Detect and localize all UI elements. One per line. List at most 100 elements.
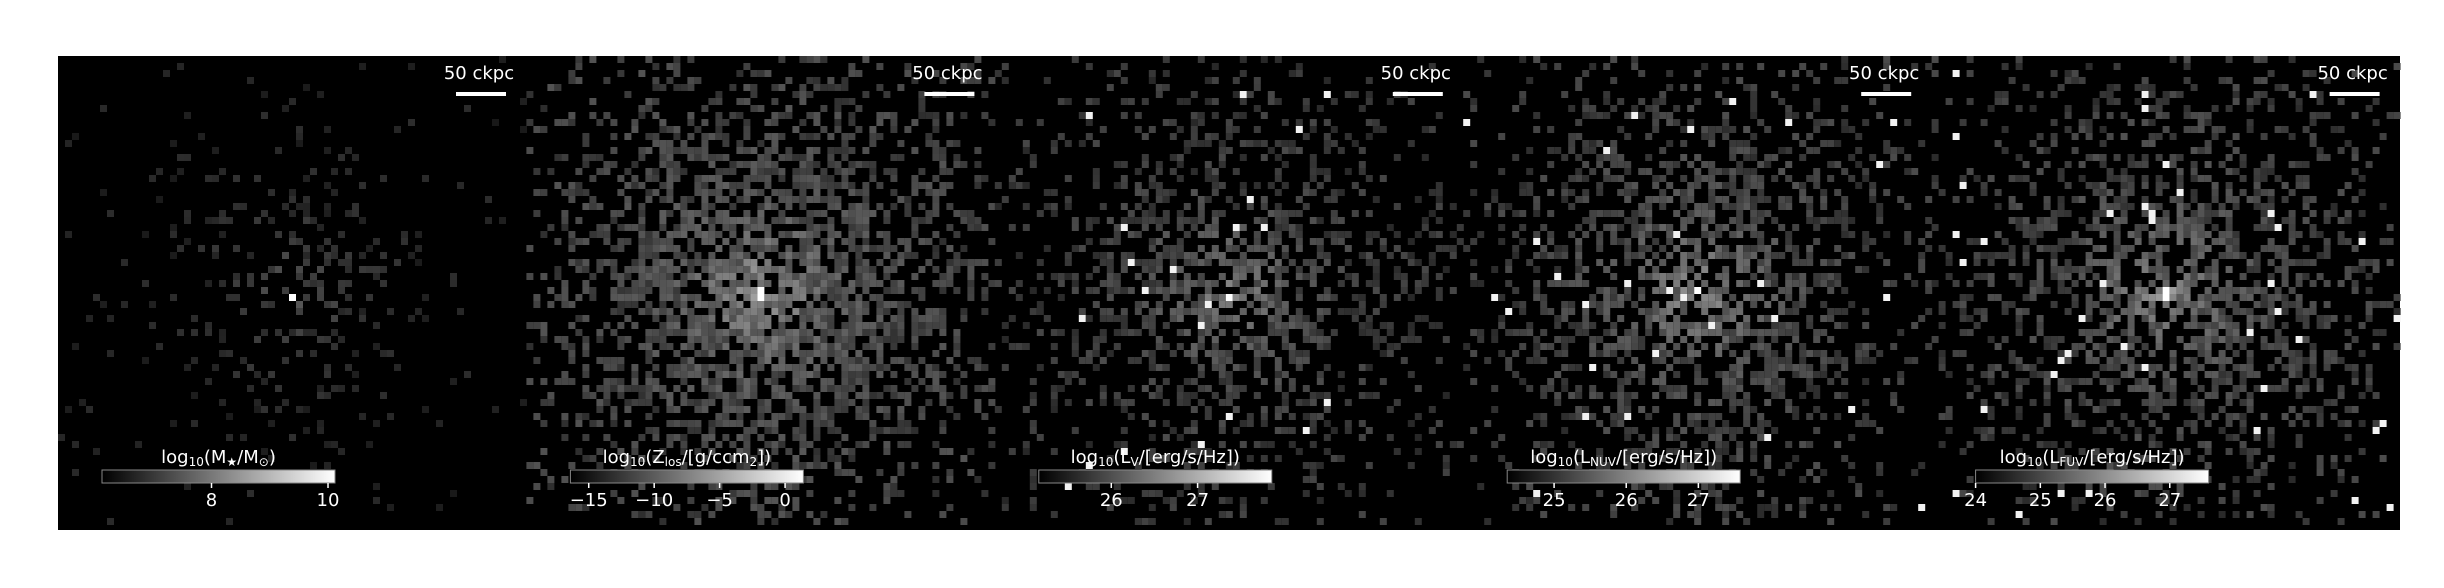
map-pixel <box>1743 126 1750 133</box>
map-pixel <box>1275 140 1282 147</box>
map-pixel <box>1226 147 1233 154</box>
map-pixel <box>799 378 806 385</box>
map-pixel <box>1086 357 1093 364</box>
map-pixel <box>736 399 743 406</box>
map-pixel <box>1261 140 1268 147</box>
map-pixel <box>855 392 862 399</box>
map-pixel <box>904 301 911 308</box>
map-pixel <box>708 364 715 371</box>
map-pixel <box>806 196 813 203</box>
map-pixel <box>1701 308 1708 315</box>
map-pixel <box>1533 238 1540 245</box>
map-pixel <box>2030 105 2037 112</box>
map-pixel <box>1883 56 1890 63</box>
map-pixel <box>757 287 764 294</box>
map-pixel <box>792 168 799 175</box>
map-pixel <box>1680 203 1687 210</box>
map-pixel <box>547 84 554 91</box>
map-pixel <box>680 434 687 441</box>
map-pixel <box>1240 182 1247 189</box>
map-pixel <box>1890 280 1897 287</box>
map-pixel <box>1443 336 1450 343</box>
map-pixel <box>275 266 282 273</box>
map-pixel <box>764 343 771 350</box>
map-pixel <box>1498 434 1505 441</box>
map-pixel <box>100 189 107 196</box>
map-pixel <box>1149 77 1156 84</box>
map-pixel <box>1247 301 1254 308</box>
map-pixel <box>387 413 394 420</box>
colorbar-tick-label: 27 <box>1687 490 1710 511</box>
map-pixel <box>1254 287 1261 294</box>
map-pixel <box>1764 329 1771 336</box>
map-pixel <box>2317 147 2324 154</box>
map-pixel <box>1715 294 1722 301</box>
map-pixel <box>1135 329 1142 336</box>
map-pixel <box>1624 350 1631 357</box>
map-pixel <box>1617 224 1624 231</box>
map-pixel <box>680 364 687 371</box>
map-pixel <box>792 126 799 133</box>
map-pixel <box>1904 238 1911 245</box>
map-pixel <box>1540 357 1547 364</box>
map-pixel <box>1645 105 1652 112</box>
map-pixel <box>2247 196 2254 203</box>
map-pixel <box>582 161 589 168</box>
map-pixel <box>1596 350 1603 357</box>
map-pixel <box>645 105 652 112</box>
map-pixel <box>1715 413 1722 420</box>
map-pixel <box>778 392 785 399</box>
map-pixel <box>345 210 352 217</box>
map-pixel <box>666 77 673 84</box>
map-pixel <box>2310 91 2317 98</box>
map-pixel <box>729 315 736 322</box>
map-pixel <box>1366 238 1373 245</box>
map-pixel <box>2093 112 2100 119</box>
map-pixel <box>1806 469 1813 476</box>
map-pixel <box>1345 168 1352 175</box>
map-pixel <box>2338 147 2345 154</box>
map-pixel <box>1680 175 1687 182</box>
map-pixel <box>1198 294 1205 301</box>
map-pixel <box>1610 294 1617 301</box>
map-pixel <box>1722 420 1729 427</box>
map-pixel <box>86 315 93 322</box>
map-pixel <box>1953 133 1960 140</box>
map-pixel <box>820 105 827 112</box>
map-pixel <box>2128 189 2135 196</box>
map-pixel <box>708 343 715 350</box>
map-pixel <box>1757 189 1764 196</box>
map-pixel <box>666 245 673 252</box>
map-pixel <box>820 182 827 189</box>
map-pixel <box>582 140 589 147</box>
map-pixel <box>1296 63 1303 70</box>
map-pixel <box>1009 224 1016 231</box>
map-pixel <box>1261 420 1268 427</box>
map-pixel <box>324 371 331 378</box>
map-pixel <box>575 189 582 196</box>
map-pixel <box>764 483 771 490</box>
map-pixel <box>1135 308 1142 315</box>
map-pixel <box>1967 70 1974 77</box>
colorbar <box>102 470 335 483</box>
map-pixel <box>1114 329 1121 336</box>
map-pixel <box>2205 119 2212 126</box>
map-pixel <box>1799 63 1806 70</box>
map-pixel <box>1694 427 1701 434</box>
map-pixel <box>1645 224 1652 231</box>
map-pixel <box>904 427 911 434</box>
map-pixel <box>589 455 596 462</box>
map-pixel <box>1394 154 1401 161</box>
map-pixel <box>1373 273 1380 280</box>
map-pixel <box>1764 378 1771 385</box>
map-pixel <box>967 224 974 231</box>
map-pixel <box>1589 63 1596 70</box>
map-pixel <box>1827 357 1834 364</box>
map-pixel <box>1226 238 1233 245</box>
map-pixel <box>554 84 561 91</box>
map-pixel <box>743 84 750 91</box>
map-pixel <box>2373 147 2380 154</box>
map-pixel <box>869 140 876 147</box>
map-pixel <box>1743 399 1750 406</box>
map-pixel <box>834 259 841 266</box>
